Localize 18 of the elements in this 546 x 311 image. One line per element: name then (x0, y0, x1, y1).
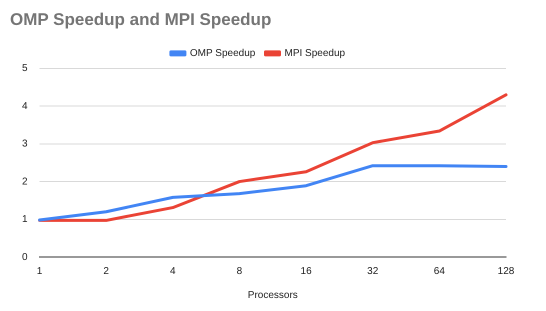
y-tick-label: 2 (22, 176, 28, 188)
y-tick-label: 4 (22, 100, 28, 112)
x-axis-title: Processors (248, 290, 298, 301)
x-tick-label: 16 (300, 266, 312, 277)
y-tick-label: 3 (22, 138, 28, 150)
x-tick-label: 1 (36, 266, 43, 277)
chart-title: OMP Speedup and MPI Speedup (10, 10, 272, 29)
x-tick-label: 32 (367, 266, 379, 277)
y-tick-label: 0 (22, 252, 28, 263)
x-tick-label: 64 (434, 266, 446, 277)
x-tick-label: 8 (236, 266, 243, 277)
y-tick-label: 1 (22, 214, 28, 226)
x-tick-label: 2 (103, 266, 110, 277)
x-tick-label: 4 (170, 266, 176, 277)
y-tick-label: 5 (22, 63, 28, 74)
x-tick-label: 128 (498, 266, 515, 277)
legend-label: MPI Speedup (284, 48, 346, 60)
legend-label: OMP Speedup (190, 48, 256, 60)
